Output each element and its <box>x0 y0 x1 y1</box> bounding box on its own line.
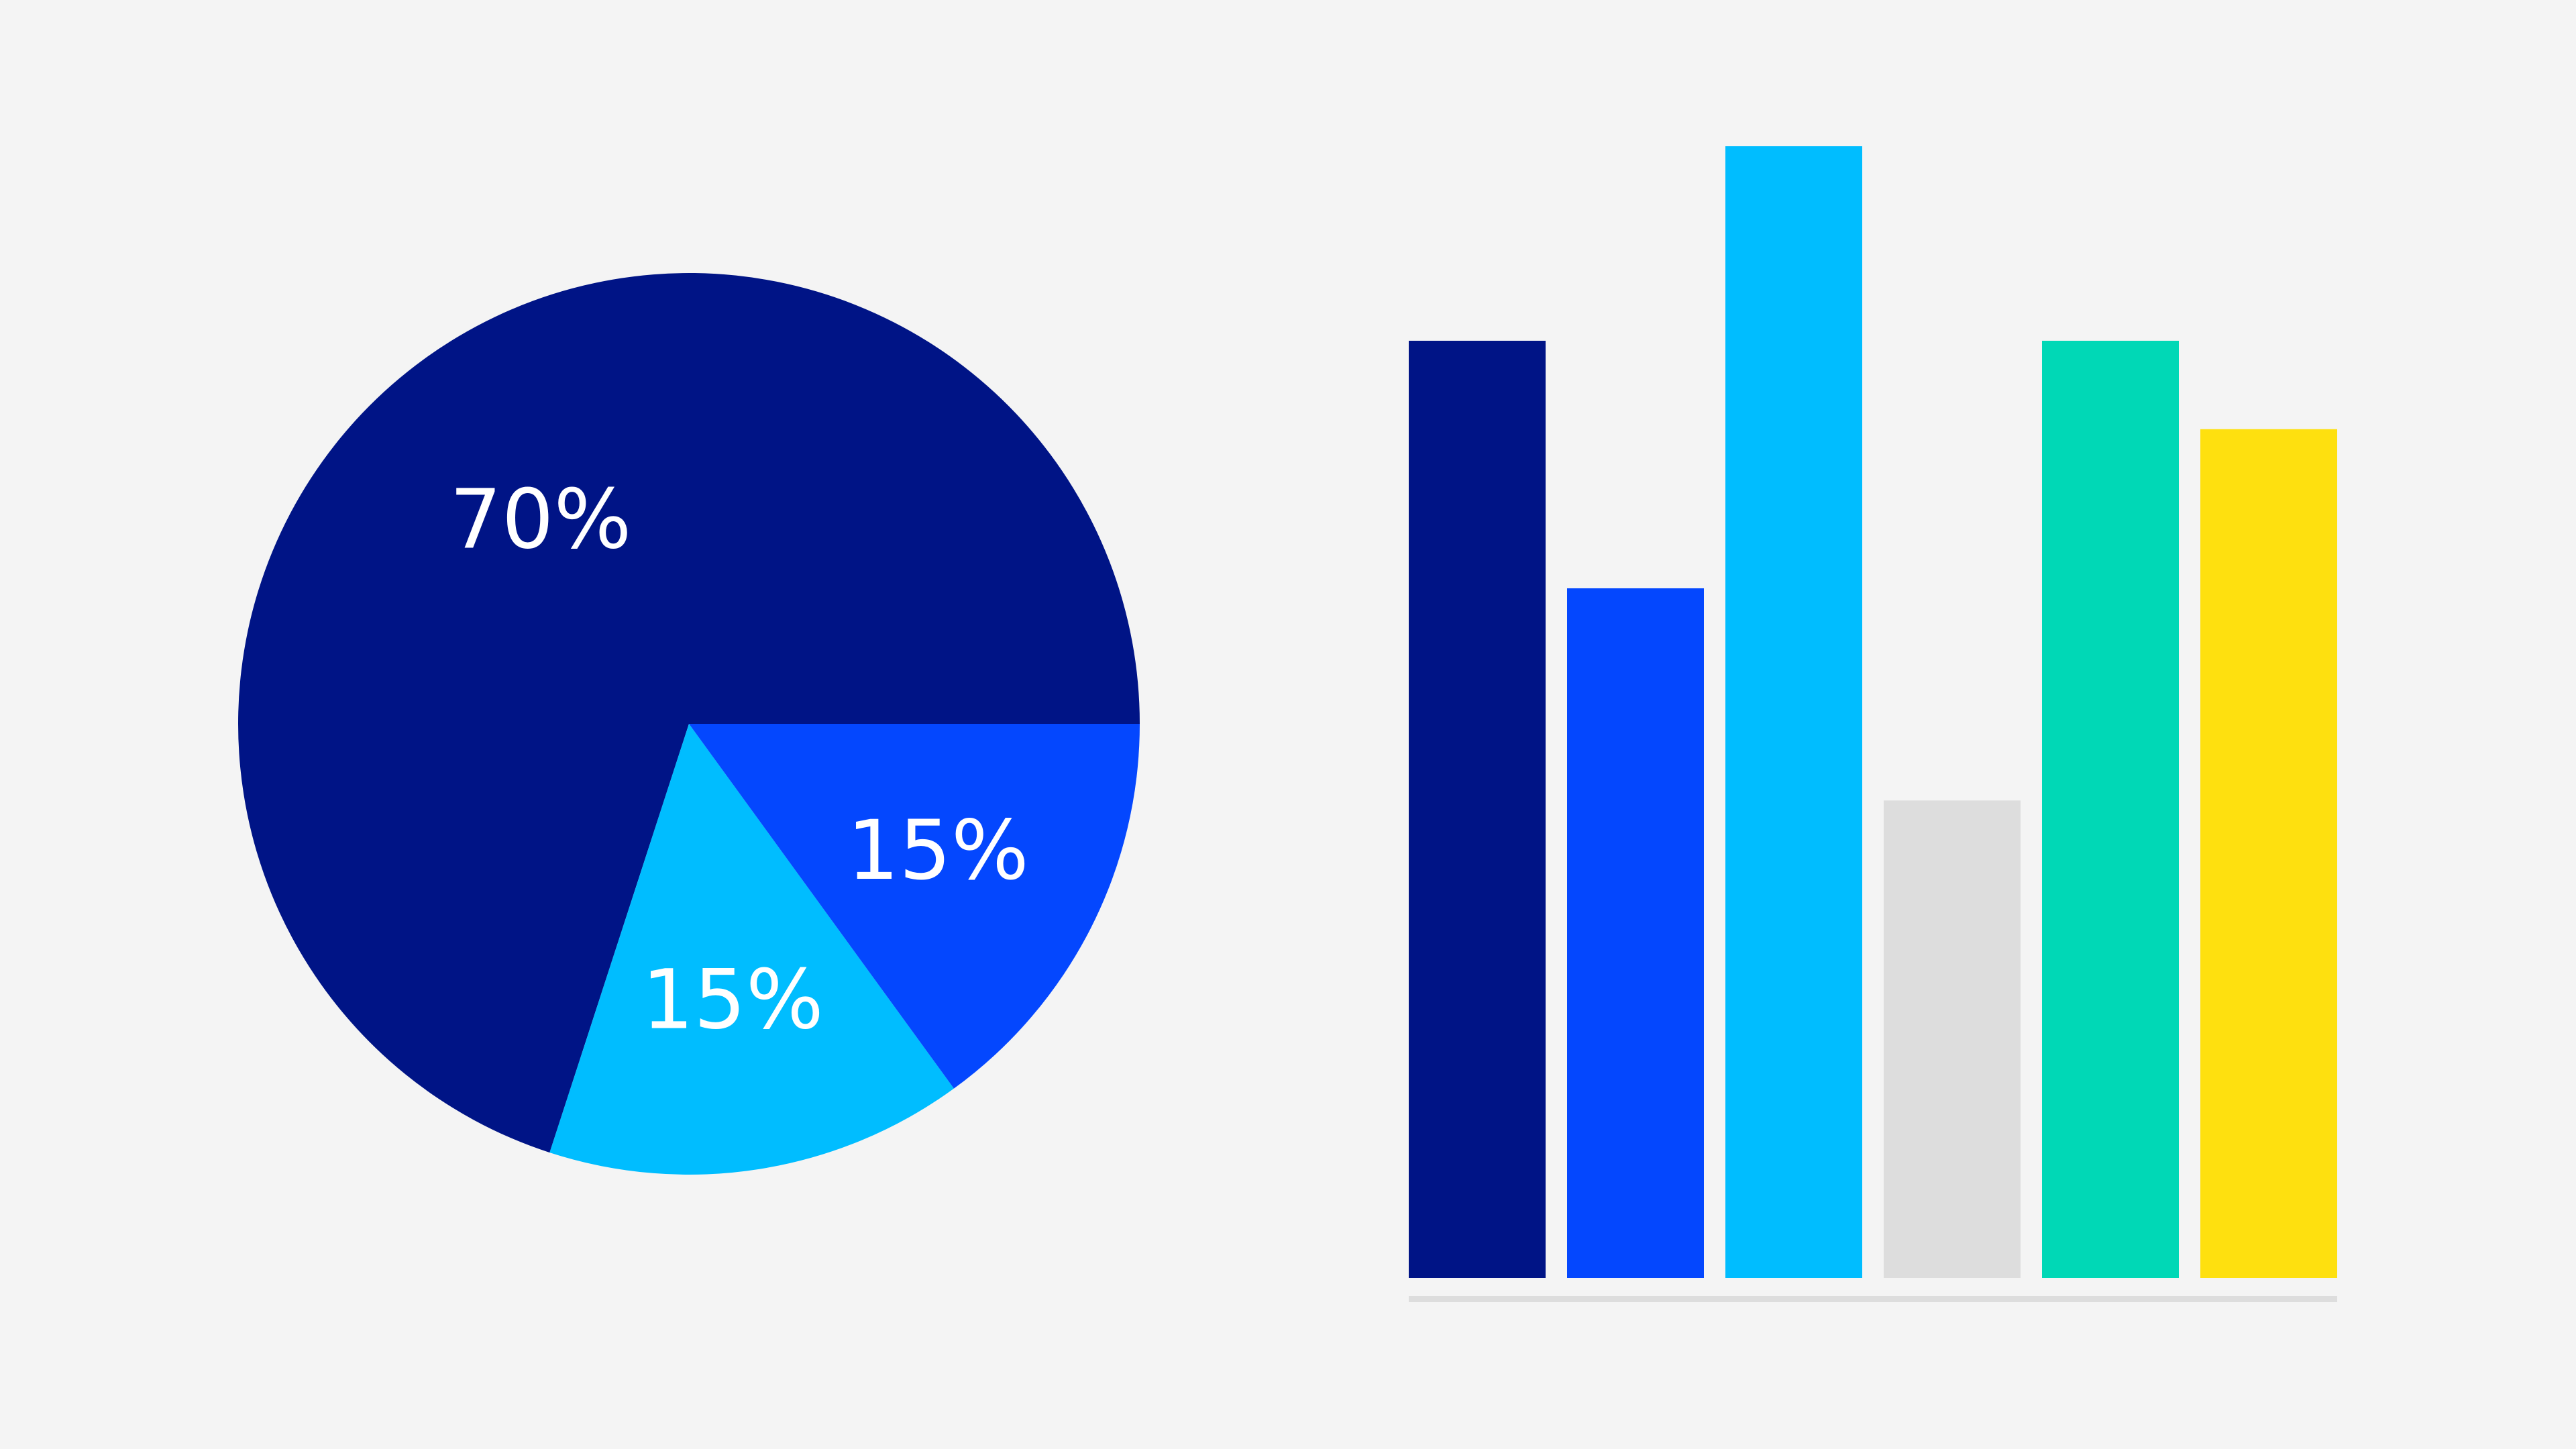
bar-1 <box>1567 588 1704 1278</box>
pie-chart: 70% 15%15% <box>238 273 1140 1175</box>
bar-0 <box>1409 340 1546 1278</box>
bar-chart <box>1409 146 2337 1302</box>
pie-slice-2 <box>689 724 1140 1089</box>
bar-2 <box>1725 146 1862 1278</box>
pie-slice-label-1: 15% <box>642 953 824 1048</box>
pie-slice-label-2: 15% <box>847 803 1029 898</box>
pie-slice-label-0: 70% <box>449 472 631 568</box>
bar-3 <box>1884 800 2021 1278</box>
pie-slice-0 <box>238 273 1140 1153</box>
bar-4 <box>2042 340 2179 1278</box>
pie-slice-1 <box>549 724 954 1175</box>
bar-5 <box>2200 429 2337 1278</box>
x-axis-line <box>1409 1296 2337 1302</box>
